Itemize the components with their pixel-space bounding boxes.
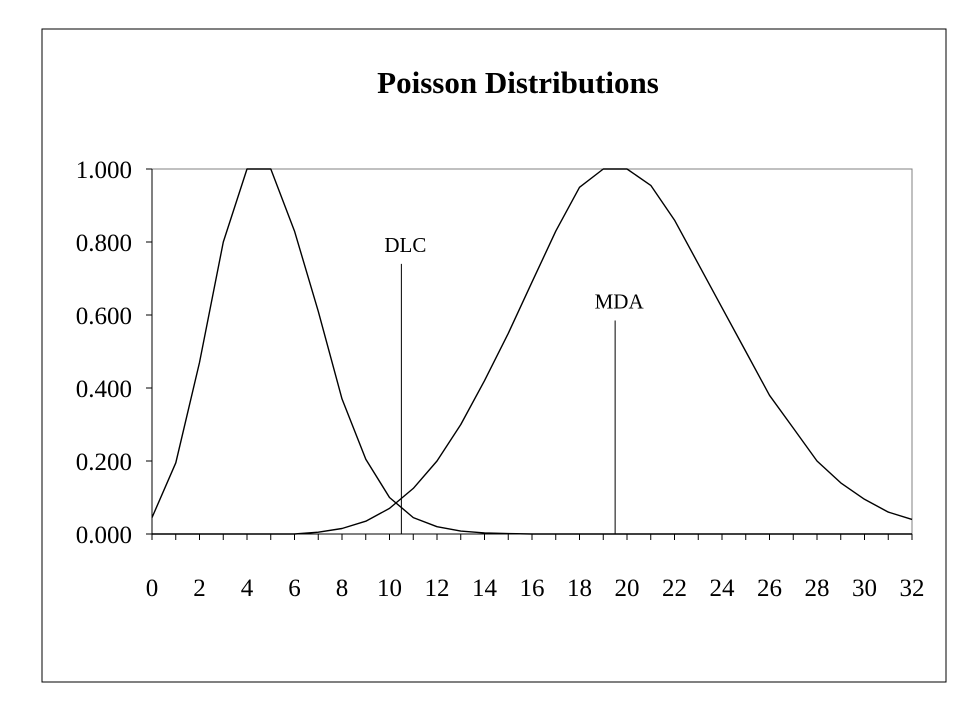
x-tick-label: 22	[662, 575, 687, 602]
x-tick-label: 14	[472, 575, 498, 602]
y-tick-label: 0.000	[76, 522, 132, 549]
x-tick-label: 2	[193, 575, 206, 602]
x-tick-label: 16	[520, 575, 545, 602]
x-tick-label: 10	[377, 575, 402, 602]
chart-frame	[41, 28, 947, 683]
series-lines	[151, 168, 913, 535]
y-tick-label: 0.400	[76, 376, 132, 403]
chart-title: Poisson Distributions	[377, 65, 659, 100]
x-tick-label: 30	[852, 575, 877, 602]
x-tick-label: 32	[900, 575, 925, 602]
x-tick-label: 20	[615, 575, 640, 602]
x-tick-label: 12	[425, 575, 450, 602]
x-tick-label: 0	[146, 575, 159, 602]
y-tick-label: 0.800	[76, 230, 132, 257]
y-tick-label: 0.600	[76, 303, 132, 330]
annotations: DLC MDA	[384, 233, 644, 534]
x-tick-label: 6	[288, 575, 301, 602]
x-tick-label: 24	[710, 575, 736, 602]
dlc-label: DLC	[384, 233, 426, 257]
x-tick-label: 18	[567, 575, 592, 602]
x-tick-label: 28	[805, 575, 830, 602]
x-tick-label: 8	[336, 575, 349, 602]
mda-label: MDA	[595, 289, 645, 313]
x-tick-label: 4	[241, 575, 254, 602]
series-line-1	[151, 168, 912, 535]
y-tick-label: 1.000	[76, 157, 132, 184]
y-tick-label: 0.200	[76, 449, 132, 476]
x-tick-label: 26	[757, 575, 782, 602]
series-line-2	[152, 168, 913, 535]
